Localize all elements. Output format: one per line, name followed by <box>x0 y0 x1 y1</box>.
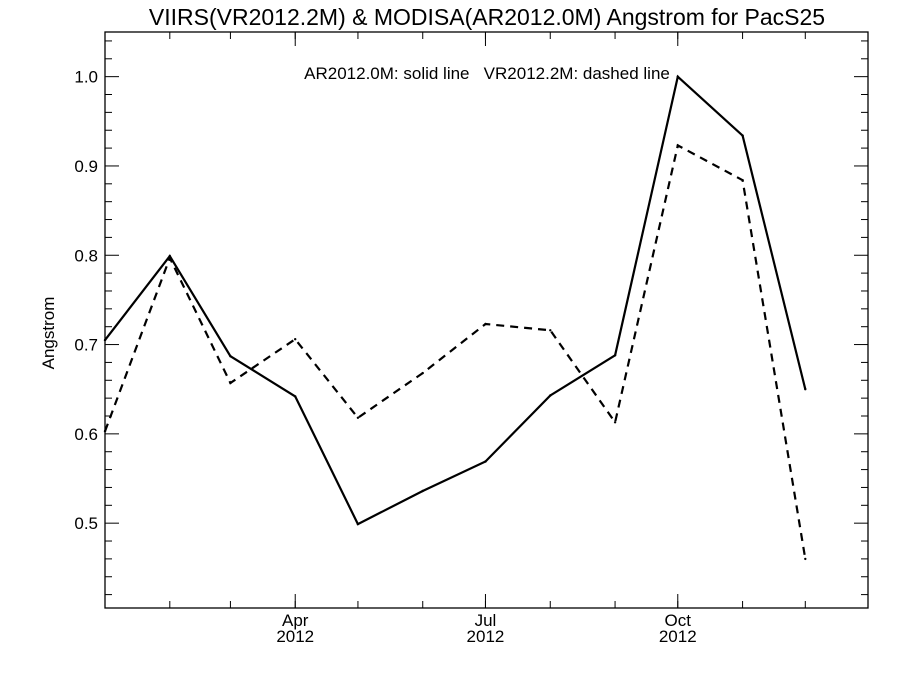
x-tick-label-year: 2012 <box>659 627 697 646</box>
chart-title: VIIRS(VR2012.2M) & MODISA(AR2012.0M) Ang… <box>149 4 825 30</box>
y-tick-label: 0.7 <box>74 336 98 355</box>
data-point-ar2012-0m <box>804 388 807 391</box>
data-point-ar2012-0m <box>294 395 297 398</box>
data-point-vr2012-2m <box>549 329 552 332</box>
series-layer <box>103 74 807 561</box>
data-point-vr2012-2m <box>741 179 744 182</box>
data-point-vr2012-2m <box>356 416 360 419</box>
data-point-ar2012-0m <box>549 394 552 397</box>
series-line-ar2012-0m <box>104 74 807 526</box>
data-point-vr2012-2m <box>804 557 807 561</box>
y-tick-label: 0.6 <box>74 425 98 444</box>
y-tick-label: 1.0 <box>74 68 98 87</box>
plot-frame <box>104 31 869 609</box>
data-point-vr2012-2m <box>103 430 107 433</box>
data-point-ar2012-0m <box>103 338 107 342</box>
y-tick-label: 0.8 <box>74 246 98 265</box>
series-line-vr2012-2m <box>103 143 807 560</box>
data-point-vr2012-2m <box>229 381 232 385</box>
data-point-ar2012-0m <box>676 75 679 78</box>
chart-annotation: AR2012.0M: solid line VR2012.2M: dashed … <box>304 64 670 83</box>
data-point-ar2012-0m <box>356 522 360 526</box>
data-point-vr2012-2m <box>421 371 424 375</box>
y-tick-label: 0.5 <box>74 514 98 533</box>
y-tick-label: 0.9 <box>74 157 98 176</box>
y-axis-label: Angstrom <box>39 297 58 370</box>
data-point-vr2012-2m <box>294 338 297 341</box>
x-tick-label-month: Apr <box>282 611 309 630</box>
data-point-ar2012-0m <box>741 134 744 137</box>
data-point-ar2012-0m <box>229 355 232 358</box>
data-point-ar2012-0m <box>484 460 487 463</box>
x-tick-label-year: 2012 <box>276 627 314 646</box>
x-tick-label-month: Jul <box>475 611 497 630</box>
data-point-vr2012-2m <box>484 322 487 326</box>
data-point-vr2012-2m <box>676 144 679 147</box>
x-tick-label-month: Oct <box>665 611 692 630</box>
data-point-ar2012-0m <box>613 354 617 357</box>
data-point-ar2012-0m <box>421 489 424 493</box>
data-point-vr2012-2m <box>613 421 617 424</box>
data-point-vr2012-2m <box>168 256 171 260</box>
x-tick-label-year: 2012 <box>467 627 505 646</box>
